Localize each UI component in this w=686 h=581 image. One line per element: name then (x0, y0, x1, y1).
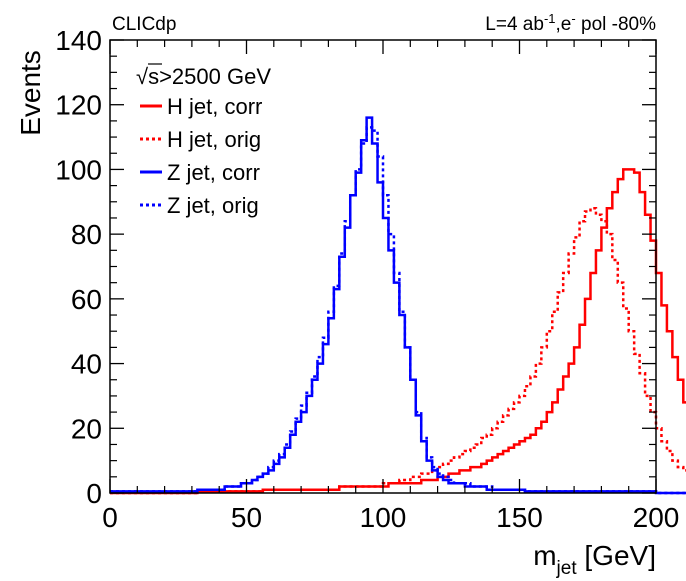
y-tick-label: 60 (71, 284, 102, 315)
x-tick-label: 150 (496, 502, 543, 533)
legend-label-h-corr: H jet, corr (167, 94, 262, 119)
experiment-label: CLICdp (112, 14, 176, 35)
y-tick-label: 120 (55, 90, 102, 121)
x-tick-label: 0 (102, 502, 118, 533)
axis-layer: 0 50 100 150 200 0 20 40 60 80 100 120 140 (55, 25, 679, 533)
series-layer (110, 116, 686, 495)
series-z-jet-corr (110, 116, 686, 495)
y-tick-label: 40 (71, 349, 102, 380)
x-tick-label: 50 (231, 502, 262, 533)
x-axis-label: mjet [GeV] (533, 540, 656, 579)
y-tick-label: 100 (55, 154, 102, 185)
x-tick-label: 100 (360, 502, 407, 533)
y-tick-label: 0 (86, 478, 102, 509)
x-tick-label: 200 (633, 502, 680, 533)
luminosity-label: L=4 ab-1,e- pol -80% (485, 11, 656, 35)
legend-label-z-orig: Z jet, orig (167, 193, 259, 218)
y-tick-label: 80 (71, 219, 102, 250)
legend-label-z-corr: Z jet, corr (167, 160, 260, 185)
legend-title: √s>2500 GeV (136, 64, 271, 89)
legend-label-h-orig: H jet, orig (167, 127, 261, 152)
y-tick-label: 20 (71, 413, 102, 444)
y-axis-label: Events (15, 50, 46, 136)
legend: √s>2500 GeV H jet, corr H jet, orig Z je… (136, 63, 271, 218)
y-tick-label: 140 (55, 25, 102, 56)
